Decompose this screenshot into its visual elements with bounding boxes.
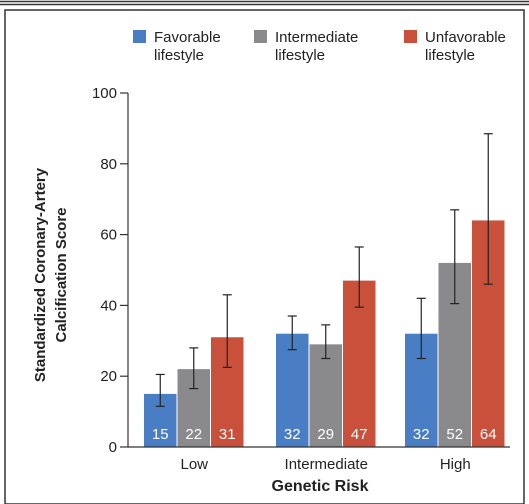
y-tick-label-80: 80 [100,156,117,173]
legend-label-line: Favorable [154,29,221,46]
x-tick-label-intermediate: Intermediate [285,456,368,473]
bar-value-label: 64 [480,426,497,443]
bar-value-label: 32 [284,426,301,443]
bar-value-label: 22 [185,426,202,443]
x-tick-label-high: High [440,456,471,473]
bar-value-label: 52 [446,426,463,443]
chart-border [4,9,525,504]
bar-intermediate-3 [343,280,376,447]
y-tick-label-100: 100 [92,85,117,102]
legend-label-1: Favorable lifestyle [154,29,221,64]
legend-swatch-1 [133,30,146,43]
bar-value-label: 29 [317,426,334,443]
bar-intermediate-1 [276,333,309,447]
bar-value-label: 32 [413,426,430,443]
y-axis-title-line-1: Standardized Coronary-Artery [32,167,49,382]
x-axis: Low Intermediate High [128,446,510,473]
y-tick-label-20: 20 [100,368,117,385]
legend-label-2: Intermediate lifestyle [275,29,358,64]
y-tick-label-40: 40 [100,297,117,314]
bar-value-label: 47 [351,426,368,443]
y-axis: 0 20 40 60 80 100 [92,85,129,456]
y-axis-title-line-2: Calcification Score [53,207,70,342]
y-axis-title: Standardized Coronary-Artery Calcificati… [32,167,70,382]
bar-value-label: 31 [219,426,236,443]
legend-swatch-3 [404,30,417,43]
legend-label-line: Intermediate [275,29,358,46]
legend-label-line: lifestyle [154,47,204,64]
legend-label-line: lifestyle [275,47,325,64]
x-tick-label-low: Low [180,456,208,473]
bar-intermediate-2 [309,344,342,447]
legend-label-line: Unfavorable [425,29,506,46]
bar-value-label: 15 [152,426,169,443]
legend-swatch-2 [254,30,267,43]
legend-label-line: lifestyle [425,47,475,64]
y-tick-label-60: 60 [100,227,117,244]
y-tick-label-0: 0 [109,439,117,456]
x-axis-title: Genetic Risk [272,478,369,495]
legend-label-3: Unfavorable lifestyle [425,29,506,64]
bars: 15 22 31 32 29 47 32 52 64 [144,133,505,447]
